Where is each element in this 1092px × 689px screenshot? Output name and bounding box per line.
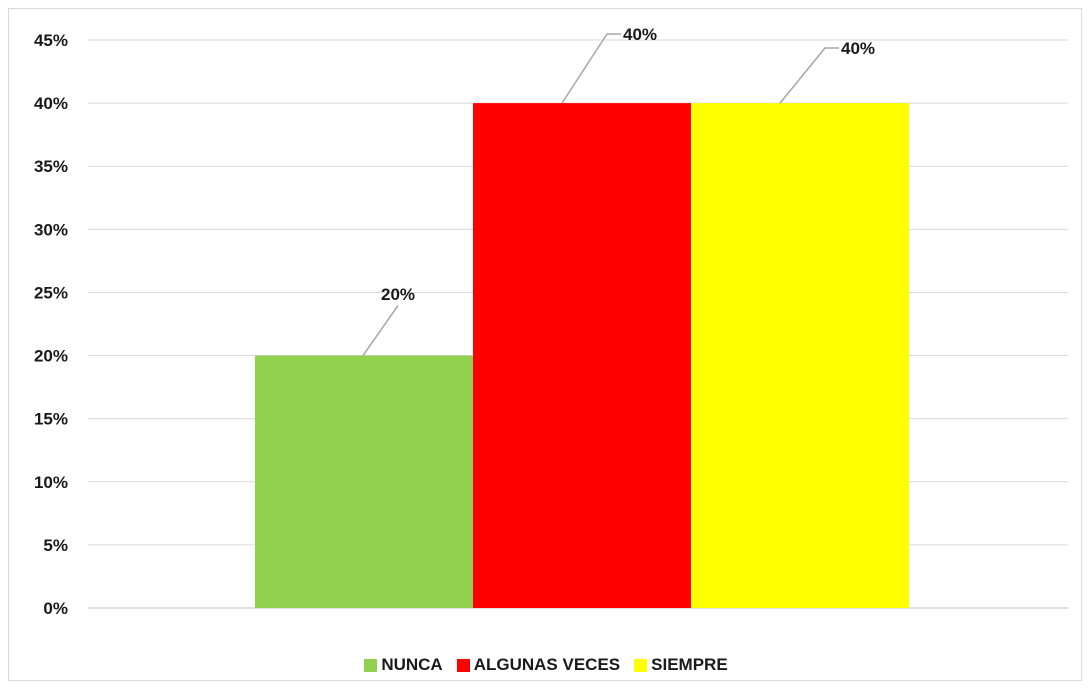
y-tick-label: 15%	[34, 410, 68, 429]
y-tick-label: 45%	[34, 31, 68, 50]
data-label-nunca: 20%	[381, 285, 415, 304]
legend-label-siempre: SIEMPRE	[651, 655, 728, 674]
data-labels: 20% 40% 40%	[362, 25, 875, 356]
bars	[255, 103, 909, 608]
y-tick-label: 35%	[34, 157, 68, 176]
y-tick-label: 10%	[34, 473, 68, 492]
y-tick-label: 30%	[34, 220, 68, 239]
data-label-leader	[779, 47, 839, 104]
legend-swatch-algunas-veces	[456, 658, 470, 672]
y-tick-label: 0%	[43, 599, 68, 618]
data-label-algunas-veces: 40%	[623, 25, 657, 44]
bar-algunas-veces	[473, 103, 691, 608]
data-label-leader	[362, 305, 399, 356]
legend-item-algunas-veces: ALGUNAS VECES	[456, 655, 621, 675]
legend-item-siempre: SIEMPRE	[634, 655, 728, 675]
bar-nunca	[255, 355, 473, 608]
data-label-siempre: 40%	[841, 39, 875, 58]
legend: NUNCA ALGUNAS VECES SIEMPRE	[0, 652, 1092, 678]
y-axis-tick-labels: 0% 5% 10% 15% 20% 25% 30% 35% 40% 45%	[34, 31, 68, 618]
bar-siempre	[691, 103, 909, 608]
y-tick-label: 5%	[43, 536, 68, 555]
legend-item-nunca: NUNCA	[364, 655, 443, 675]
data-label-leader	[561, 33, 621, 104]
legend-label-nunca: NUNCA	[381, 655, 443, 674]
legend-swatch-nunca	[364, 658, 378, 672]
y-tick-label: 40%	[34, 94, 68, 113]
y-tick-label: 20%	[34, 347, 68, 366]
legend-swatch-siempre	[634, 658, 648, 672]
y-tick-label: 25%	[34, 283, 68, 302]
legend-label-algunas-veces: ALGUNAS VECES	[473, 655, 621, 674]
